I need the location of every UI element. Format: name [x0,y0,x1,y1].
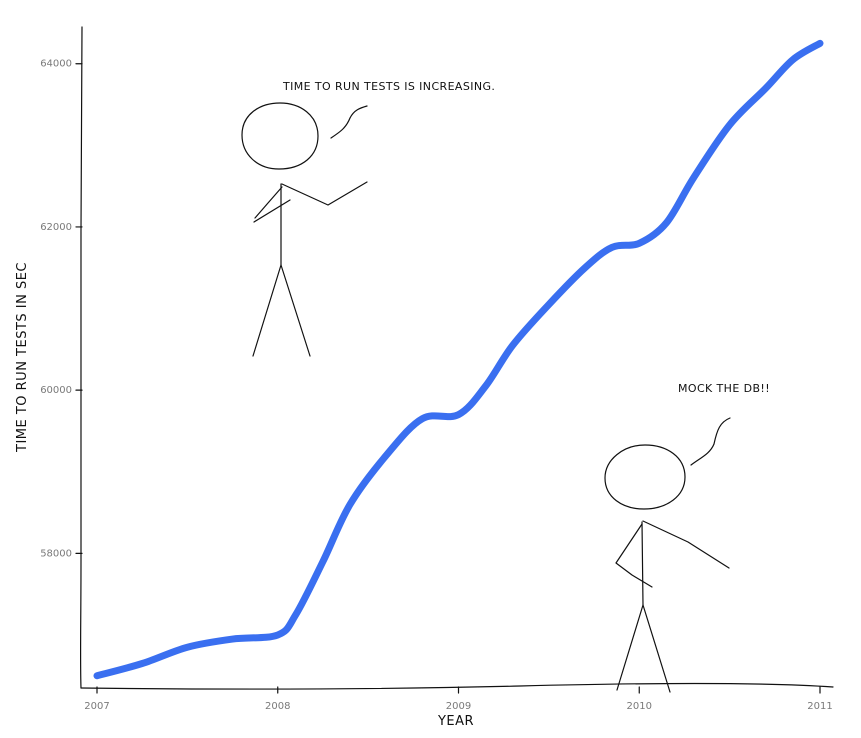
stick-figure-top-legs [252,264,311,357]
x-tick-label: 2011 [807,701,832,712]
stick-figure-bottom: MOCK THE DB!! [604,382,770,693]
x-tick-label: 2009 [446,701,471,712]
stick-figure-bottom-body [641,521,644,606]
speech-tail-bottom [690,417,731,466]
speech-tail-top [330,105,368,139]
stick-figure-top-right-arm [281,181,368,206]
y-ticks: 58000 60000 62000 64000 [40,59,83,559]
x-tick-label: 2010 [627,701,652,712]
stick-figure-top-left-arm [253,186,291,223]
series-line [93,39,824,680]
stick-figure-bottom-right-arm [642,520,730,569]
series-layer [93,39,824,680]
annotation-top: TIME TO RUN TESTS IS INCREASING. [282,80,495,93]
y-axis [79,26,83,689]
annotation-bottom: MOCK THE DB!! [678,382,770,395]
x-ticks: 2007 2008 2009 2010 2011 [84,686,833,712]
y-axis-title: TIME TO RUN TESTS IN SEC [15,262,30,453]
stick-figure-bottom-legs [616,604,671,693]
stick-figure-bottom-head [604,444,686,510]
y-tick-label: 64000 [40,59,72,70]
x-tick-label: 2007 [84,701,109,712]
x-axis [80,682,834,690]
x-axis-title: YEAR [437,714,474,729]
stick-figure-top: TIME TO RUN TESTS IS INCREASING. [241,80,495,357]
y-tick-label: 60000 [40,385,72,396]
stick-figure-bottom-left-arm [615,523,653,588]
x-tick-label: 2008 [265,701,290,712]
y-tick-label: 62000 [40,222,72,233]
stick-figure-top-head [241,102,319,170]
y-tick-label: 58000 [40,548,72,559]
